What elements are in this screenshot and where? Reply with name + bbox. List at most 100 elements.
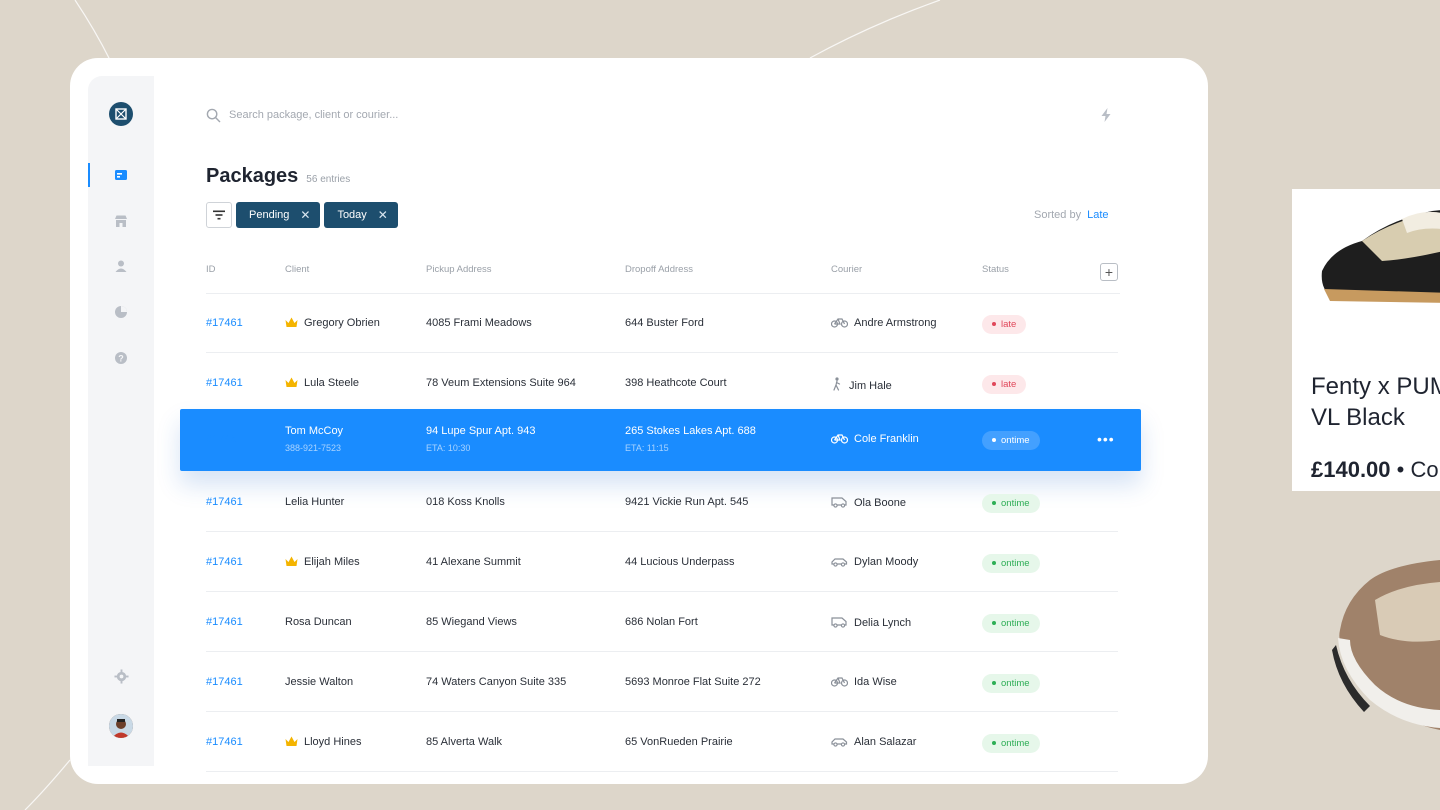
dropoff-address: 65 VonRueden Prairie xyxy=(625,736,733,748)
package-id-link[interactable]: #17461 xyxy=(206,496,243,508)
store-icon xyxy=(115,215,127,227)
avatar[interactable] xyxy=(109,714,133,738)
status-cell: ontime xyxy=(982,493,1040,513)
client-name: Lloyd Hines xyxy=(304,736,362,748)
crown-icon xyxy=(285,377,298,387)
page-title: Packages xyxy=(206,165,299,187)
status-cell: ontime xyxy=(982,613,1040,633)
client-name: Gregory Obrien xyxy=(304,317,380,329)
filter-chip-today[interactable]: Today ✕ xyxy=(324,202,398,228)
status-badge: ontime xyxy=(982,613,1040,633)
courier-cell: Jim Hale xyxy=(831,377,892,392)
client-cell: Lelia Hunter xyxy=(285,496,344,508)
table-row[interactable]: #17461 Tom McCoy 388-921-7523 94 Lupe Spur … xyxy=(180,409,1141,471)
client-name: Jessie Walton xyxy=(285,676,354,688)
pickup-address: 4085 Frami Meadows xyxy=(426,317,532,329)
package-id-link[interactable]: #17461 xyxy=(206,377,243,389)
column-header-pickup[interactable]: Pickup Address xyxy=(426,264,492,275)
courier-cell: Ida Wise xyxy=(831,676,897,688)
status-cell: ontime xyxy=(982,673,1040,693)
dropoff-address: 644 Buster Ford xyxy=(625,317,704,329)
pickup-eta: ETA: 10:30 xyxy=(426,443,471,453)
courier-name: Andre Armstrong xyxy=(854,317,937,329)
sidebar-item-help[interactable]: ? xyxy=(88,343,154,373)
sidebar-item-packages[interactable] xyxy=(88,160,154,190)
packages-app-window: ? Packages 56 entries xyxy=(70,58,1208,784)
close-icon[interactable]: ✕ xyxy=(300,208,311,222)
status-dot xyxy=(992,438,996,442)
more-options-icon[interactable]: ••• xyxy=(1097,431,1115,447)
column-header-id[interactable]: ID xyxy=(206,264,216,275)
table-row[interactable]: #17461 Lelia Hunter 018 Koss Knolls 9421 Vi… xyxy=(206,472,1118,532)
client-name: Elijah Miles xyxy=(304,556,360,568)
dropoff-address: 265 Stokes Lakes Apt. 688 ETA: 11:15 xyxy=(625,425,756,453)
pickup-address: 94 Lupe Spur Apt. 943 ETA: 10:30 xyxy=(426,425,536,453)
courier-cell: Ola Boone xyxy=(831,496,906,509)
sidebar-item-stores[interactable] xyxy=(88,206,154,236)
package-id-link[interactable]: #17461 xyxy=(206,317,243,329)
close-icon[interactable]: ✕ xyxy=(377,208,388,222)
courier-name: Cole Franklin xyxy=(854,433,919,445)
courier-cell: Delia Lynch xyxy=(831,616,911,629)
dropoff-address: 5693 Monroe Flat Suite 272 xyxy=(625,676,761,688)
status-cell: ontime xyxy=(982,430,1040,450)
package-id-link[interactable]: #17461 xyxy=(206,556,243,568)
client-cell: Jessie Walton xyxy=(285,676,353,688)
courier-name: Delia Lynch xyxy=(854,617,912,629)
product-card[interactable]: Fenty x PUM VL Black £140.00 • Co xyxy=(1292,189,1440,491)
search-bar xyxy=(206,106,606,124)
dropoff-address: 44 Lucious Underpass xyxy=(625,556,735,568)
pickup-address: 85 Wiegand Views xyxy=(426,616,517,628)
filter-chip-pending[interactable]: Pending ✕ xyxy=(236,202,321,228)
table-row[interactable]: #17461 Jessie Walton 74 Waters Canyon Suit… xyxy=(206,652,1118,712)
pickup-address: 85 Alverta Walk xyxy=(426,736,503,748)
crown-icon xyxy=(285,317,298,327)
client-cell: Rosa Duncan xyxy=(285,616,352,628)
sort-value[interactable]: Late xyxy=(1087,209,1109,221)
lightning-icon[interactable] xyxy=(1098,107,1114,123)
bicycle-icon xyxy=(831,434,848,444)
walking-icon xyxy=(833,377,841,391)
product-name: Fenty x PUM VL Black xyxy=(1311,373,1440,431)
crown-icon xyxy=(285,556,298,566)
sidebar: ? xyxy=(88,76,154,766)
pickup-address: 41 Alexane Summit xyxy=(426,556,521,568)
column-header-dropoff[interactable]: Dropoff Address xyxy=(625,264,693,275)
crown-icon xyxy=(285,736,298,746)
sidebar-item-users[interactable] xyxy=(88,251,154,281)
status-cell: ontime xyxy=(982,733,1040,753)
client-cell: Elijah Miles xyxy=(285,556,360,568)
status-dot xyxy=(992,382,996,386)
column-header-client[interactable]: Client xyxy=(285,264,310,275)
add-column-button[interactable]: + xyxy=(1100,263,1118,281)
pie-chart-icon xyxy=(115,306,127,318)
table-row[interactable]: #17461 Elijah Miles 41 Alexane Summit 44 Lu… xyxy=(206,532,1118,592)
sidebar-item-analytics[interactable] xyxy=(88,297,154,327)
status-badge: ontime xyxy=(982,430,1040,450)
package-id-link[interactable]: #17461 xyxy=(206,736,243,748)
status-dot xyxy=(992,741,996,745)
status-cell: ontime xyxy=(982,553,1040,573)
client-cell: Lula Steele xyxy=(285,377,359,389)
package-id-link[interactable]: #17461 xyxy=(206,433,243,445)
column-header-courier[interactable]: Courier xyxy=(831,264,863,275)
table-row[interactable]: #17461 Rosa Duncan 85 Wiegand Views 686 Nol… xyxy=(206,592,1118,652)
filter-chip-label: Pending xyxy=(249,209,290,221)
filter-button[interactable] xyxy=(206,202,232,228)
package-id-link[interactable]: #17461 xyxy=(206,676,243,688)
search-icon xyxy=(206,108,221,122)
client-cell: Tom McCoy 388-921-7523 xyxy=(285,425,343,453)
filter-chip-label: Today xyxy=(337,209,367,221)
avatar-image xyxy=(109,714,133,738)
table-row[interactable]: #17461 Lula Steele 78 Veum Extensions Suit… xyxy=(206,353,1118,413)
courier-name: Ola Boone xyxy=(854,497,906,509)
column-header-status[interactable]: Status xyxy=(982,264,1009,275)
table-row[interactable]: #17461 Lloyd Hines 85 Alverta Walk 65 VonRu… xyxy=(206,712,1118,772)
table-row[interactable]: #17461 Gregory Obrien 4085 Frami Meadows 64… xyxy=(206,293,1118,353)
search-input[interactable] xyxy=(229,109,549,121)
courier-cell: Andre Armstrong xyxy=(831,317,937,329)
package-id-link[interactable]: #17461 xyxy=(206,616,243,628)
sidebar-item-settings[interactable] xyxy=(88,661,154,691)
status-badge: ontime xyxy=(982,553,1040,573)
app-logo[interactable] xyxy=(109,102,133,126)
